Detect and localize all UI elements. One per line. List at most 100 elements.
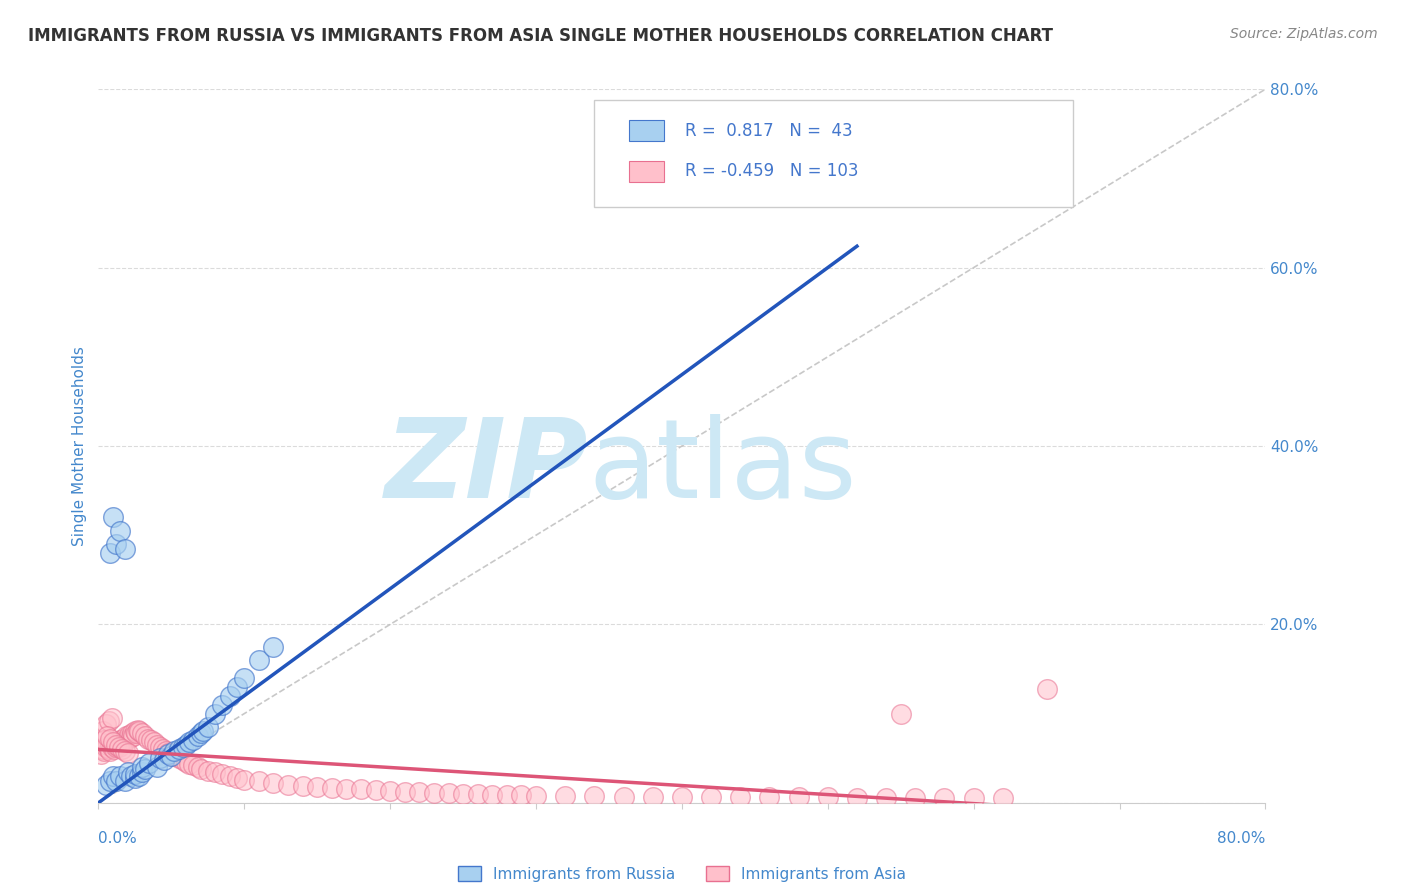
Point (378, 784, 402, 798)
Point (114, 733, 136, 747)
Point (291, 779, 314, 793)
Point (728, 790, 751, 805)
Text: IMMIGRANTS FROM RUSSIA VS IMMIGRANTS FROM ASIA SINGLE MOTHER HOUSEHOLDS CORRELAT: IMMIGRANTS FROM RUSSIA VS IMMIGRANTS FRO… (28, 27, 1053, 45)
Point (108, 738, 131, 752)
Point (91, 742, 114, 756)
Point (204, 706, 226, 721)
Point (136, 731, 159, 746)
Point (177, 735, 200, 749)
Text: R =  0.817   N =  43: R = 0.817 N = 43 (685, 121, 853, 139)
Point (131, 760, 153, 774)
Point (112, 731, 135, 746)
Point (187, 729, 209, 743)
Point (142, 735, 165, 749)
Point (93, 744, 115, 758)
Point (146, 760, 169, 774)
Point (758, 790, 780, 805)
Point (174, 755, 197, 769)
Point (105, 735, 128, 749)
Text: ZIP: ZIP (385, 414, 589, 521)
Point (111, 735, 134, 749)
Point (233, 671, 256, 685)
Point (91, 724, 114, 739)
Point (204, 765, 226, 780)
Point (117, 764, 139, 779)
Point (101, 510, 124, 524)
Point (307, 780, 329, 794)
Point (138, 756, 160, 770)
Point (787, 189, 810, 203)
Point (98, 744, 121, 758)
Point (247, 653, 270, 667)
Point (190, 726, 212, 740)
Point (177, 756, 200, 771)
Point (408, 785, 430, 799)
Point (787, 790, 810, 805)
Point (817, 790, 839, 805)
Point (193, 724, 215, 739)
Point (117, 746, 139, 760)
Point (554, 789, 576, 803)
Point (641, 789, 664, 804)
Point (226, 771, 249, 785)
Point (101, 735, 124, 749)
Point (98, 731, 121, 746)
Point (127, 723, 149, 737)
Point (120, 769, 142, 783)
Point (157, 747, 180, 761)
Point (118, 728, 141, 742)
Point (262, 776, 284, 790)
Point (103, 742, 125, 756)
Point (128, 724, 150, 739)
Point (467, 787, 489, 801)
Point (117, 731, 139, 746)
Point (187, 760, 209, 774)
Point (495, 788, 517, 802)
Point (163, 744, 186, 758)
Point (364, 783, 387, 797)
Point (218, 689, 240, 703)
Text: 80.0%: 80.0% (1218, 831, 1265, 847)
Text: R = -0.459   N = 103: R = -0.459 N = 103 (685, 162, 859, 180)
Point (153, 753, 176, 767)
Point (125, 726, 148, 740)
Point (190, 762, 212, 776)
Point (157, 746, 180, 760)
Point (167, 742, 190, 756)
Point (98, 773, 121, 788)
Point (321, 780, 343, 795)
Point (350, 782, 373, 797)
Point (181, 733, 204, 747)
Point (904, 791, 927, 805)
Point (174, 738, 197, 752)
FancyBboxPatch shape (630, 161, 665, 182)
Point (155, 744, 177, 758)
Point (149, 740, 172, 755)
Point (277, 778, 299, 792)
Point (172, 740, 194, 755)
Point (101, 769, 124, 783)
FancyBboxPatch shape (595, 100, 1073, 207)
Point (104, 738, 127, 752)
Point (128, 769, 150, 783)
Text: atlas: atlas (589, 414, 858, 521)
Point (94, 778, 117, 792)
Point (437, 786, 460, 800)
FancyBboxPatch shape (630, 120, 665, 141)
Point (211, 698, 233, 712)
Point (111, 742, 134, 756)
Point (991, 791, 1014, 805)
Point (96, 738, 118, 752)
Point (100, 740, 122, 755)
Point (124, 771, 146, 785)
Point (197, 720, 219, 734)
Point (94, 717, 117, 731)
Point (97, 714, 120, 728)
Point (218, 769, 240, 783)
Point (262, 640, 284, 654)
Point (134, 729, 156, 743)
Point (671, 789, 693, 804)
Point (94, 740, 117, 755)
Point (167, 751, 190, 765)
Point (115, 729, 138, 743)
